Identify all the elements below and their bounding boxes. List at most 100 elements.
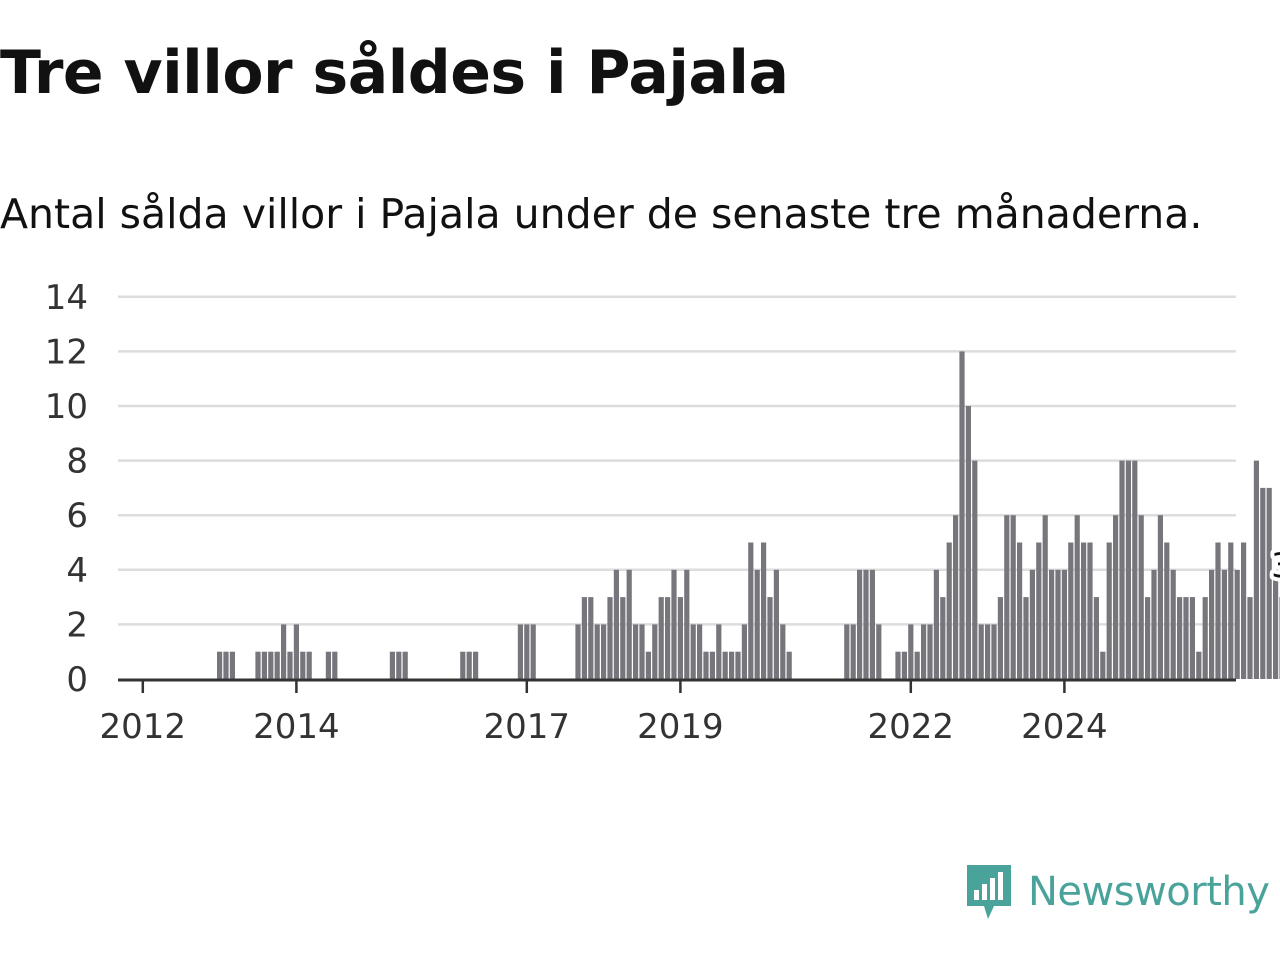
bar bbox=[633, 624, 639, 679]
bar bbox=[300, 651, 306, 679]
bar bbox=[1253, 460, 1259, 679]
bar bbox=[396, 651, 402, 679]
bar bbox=[473, 651, 479, 679]
bar bbox=[268, 651, 274, 679]
bar bbox=[844, 624, 850, 679]
bar bbox=[1234, 569, 1240, 679]
bar bbox=[748, 542, 754, 679]
bar bbox=[671, 569, 677, 679]
bar bbox=[1023, 597, 1029, 679]
bar bbox=[620, 597, 626, 679]
bar bbox=[1132, 460, 1138, 679]
bar bbox=[767, 597, 773, 679]
bar bbox=[601, 624, 607, 679]
bar bbox=[914, 651, 920, 679]
bar bbox=[1215, 542, 1221, 679]
bar bbox=[261, 651, 267, 679]
bar bbox=[953, 515, 959, 679]
newsworthy-logo-icon bbox=[967, 865, 1011, 919]
bar bbox=[581, 597, 587, 679]
bar bbox=[895, 651, 901, 679]
bar bbox=[1061, 569, 1067, 679]
bar bbox=[1113, 515, 1119, 679]
chart-title: Tre villor såldes i Pajala bbox=[0, 38, 789, 108]
bar bbox=[1202, 597, 1208, 679]
bar bbox=[1189, 597, 1195, 679]
bar bbox=[229, 651, 235, 679]
bar bbox=[223, 651, 229, 679]
bar bbox=[255, 651, 261, 679]
bar bbox=[857, 569, 863, 679]
bar bbox=[607, 597, 613, 679]
bar bbox=[1093, 597, 1099, 679]
bar bbox=[729, 651, 735, 679]
bar bbox=[1119, 460, 1125, 679]
bar bbox=[274, 651, 280, 679]
bar bbox=[863, 569, 869, 679]
bar bbox=[684, 569, 690, 679]
bar bbox=[735, 651, 741, 679]
bar bbox=[780, 624, 786, 679]
x-tick-label: 2012 bbox=[100, 707, 187, 747]
bar bbox=[1055, 569, 1061, 679]
bar bbox=[946, 542, 952, 679]
bar bbox=[761, 542, 767, 679]
bar bbox=[575, 624, 581, 679]
bar bbox=[389, 651, 395, 679]
bar bbox=[645, 651, 651, 679]
bar bbox=[959, 351, 965, 679]
x-tick-label: 2024 bbox=[1021, 707, 1108, 747]
bar bbox=[1241, 542, 1247, 679]
bar bbox=[677, 597, 683, 679]
y-tick-label: 14 bbox=[45, 278, 88, 318]
bar bbox=[1183, 597, 1189, 679]
bar bbox=[1106, 542, 1112, 679]
bar bbox=[703, 651, 709, 679]
bar bbox=[1151, 569, 1157, 679]
bar bbox=[594, 624, 600, 679]
bar bbox=[325, 651, 331, 679]
bar bbox=[517, 624, 523, 679]
chart-subtitle: Antal sålda villor i Pajala under de sen… bbox=[0, 190, 1203, 238]
bar bbox=[1138, 515, 1144, 679]
bar bbox=[1036, 542, 1042, 679]
bar bbox=[1209, 569, 1215, 679]
bar bbox=[524, 624, 530, 679]
bar bbox=[1266, 487, 1272, 679]
bar bbox=[985, 624, 991, 679]
bar bbox=[965, 406, 971, 679]
bar bbox=[332, 651, 338, 679]
bar bbox=[876, 624, 882, 679]
bar bbox=[293, 624, 299, 679]
x-tick-label: 2019 bbox=[637, 707, 724, 747]
bar bbox=[1125, 460, 1131, 679]
bar bbox=[1221, 569, 1227, 679]
bar bbox=[741, 624, 747, 679]
bar bbox=[665, 597, 671, 679]
bar bbox=[927, 624, 933, 679]
bar bbox=[786, 651, 792, 679]
bar bbox=[933, 569, 939, 679]
bar bbox=[652, 624, 658, 679]
bar bbox=[460, 651, 466, 679]
bar bbox=[1087, 542, 1093, 679]
bar bbox=[639, 624, 645, 679]
bar bbox=[697, 624, 703, 679]
y-tick-label: 12 bbox=[45, 332, 88, 372]
bar bbox=[991, 624, 997, 679]
bar bbox=[940, 597, 946, 679]
bar bbox=[1042, 515, 1048, 679]
bar bbox=[1049, 569, 1055, 679]
bar bbox=[921, 624, 927, 679]
y-tick-label: 8 bbox=[66, 442, 88, 482]
bar bbox=[1164, 542, 1170, 679]
bar bbox=[1004, 515, 1010, 679]
bar bbox=[1100, 651, 1106, 679]
last-value-label: 3 bbox=[1271, 546, 1280, 586]
bar bbox=[306, 651, 312, 679]
bar bbox=[1029, 569, 1035, 679]
bar bbox=[716, 624, 722, 679]
y-tick-label: 4 bbox=[66, 551, 88, 591]
x-tick-label: 2017 bbox=[484, 707, 571, 747]
bar bbox=[1177, 597, 1183, 679]
